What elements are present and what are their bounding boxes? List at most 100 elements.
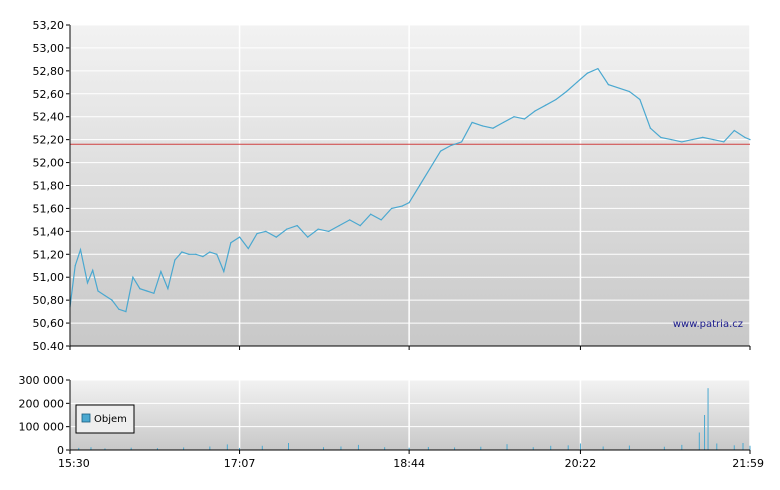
price-point	[92, 269, 94, 271]
price-point	[733, 129, 735, 132]
price-point	[555, 98, 557, 101]
volume-legend: Objem	[75, 404, 135, 434]
price-point	[317, 228, 319, 230]
price-point	[167, 288, 169, 290]
price-point	[132, 276, 134, 278]
volume-ytick-label: 200 000	[19, 397, 65, 410]
price-point	[230, 242, 232, 244]
price-ytick-label: 50,60	[33, 317, 65, 330]
price-point	[118, 308, 120, 310]
price-point	[265, 230, 267, 232]
price-point	[79, 249, 82, 251]
price-point	[513, 116, 515, 118]
price-point	[534, 110, 536, 112]
price-point	[565, 90, 568, 93]
price-point	[628, 90, 630, 93]
price-point	[460, 141, 463, 143]
price-point	[544, 104, 547, 106]
price-point	[202, 255, 204, 258]
price-point	[195, 253, 197, 255]
price-ytick-label: 52,40	[33, 111, 65, 124]
price-point	[712, 139, 714, 141]
price-ytick-label: 50.40	[33, 340, 65, 353]
price-point	[749, 139, 751, 141]
volume-plot-area	[70, 380, 750, 450]
price-point	[419, 184, 421, 187]
price-point	[349, 219, 351, 221]
price-point	[275, 236, 277, 238]
price-point	[576, 81, 578, 83]
price-point	[359, 225, 361, 227]
price-ytick-label: 51,20	[33, 248, 65, 261]
price-point	[370, 213, 372, 215]
price-point	[691, 139, 693, 141]
volume-ytick-label: 300 000	[19, 374, 65, 387]
price-point	[209, 251, 211, 253]
volume-xtick-label: 21:59	[732, 457, 764, 470]
price-point	[471, 121, 473, 124]
price-point	[618, 87, 620, 89]
price-point	[223, 270, 225, 273]
price-ytick-label: 51,60	[33, 202, 65, 215]
volume-xtick-label: 17:07	[224, 457, 256, 470]
price-point	[216, 253, 218, 255]
price-point	[681, 141, 683, 143]
price-point	[744, 136, 746, 138]
price-point	[429, 167, 431, 169]
price-point	[86, 282, 89, 284]
price-point	[328, 230, 330, 232]
price-point	[597, 67, 599, 70]
price-point	[401, 205, 403, 207]
price-point	[586, 72, 589, 74]
price-point	[380, 219, 382, 221]
price-ytick-label: 51,00	[33, 271, 65, 284]
price-point	[174, 259, 176, 261]
price-point	[649, 127, 651, 129]
price-point	[160, 270, 162, 273]
price-point	[153, 292, 155, 294]
price-point	[391, 207, 393, 210]
watermark: www.patria.cz	[673, 319, 743, 330]
price-point	[146, 290, 148, 292]
legend-swatch	[81, 413, 91, 423]
price-point	[104, 294, 106, 297]
price-point	[723, 141, 725, 143]
price-point	[97, 290, 99, 292]
price-point	[111, 299, 113, 301]
volume-xtick-label: 20:22	[565, 457, 597, 470]
price-point	[74, 265, 76, 267]
volume-xtick-label: 18:44	[393, 457, 425, 470]
price-point	[408, 202, 410, 204]
price-point	[125, 311, 127, 313]
volume-panel: 0 100 000 200 000 300 000 15:30 17:07 18:44 20:…	[19, 374, 765, 470]
price-ytick-label: 52,80	[33, 65, 65, 78]
price-point	[307, 236, 309, 238]
legend-label: Objem	[94, 414, 127, 425]
price-point	[607, 84, 610, 86]
price-point	[439, 150, 442, 152]
price-point	[702, 136, 704, 138]
price-point	[481, 125, 484, 127]
price-point	[188, 253, 190, 255]
price-ytick-label: 52,20	[33, 134, 65, 147]
price-ytick-label: 52,00	[33, 157, 65, 170]
volume-xtick-label: 15:30	[58, 457, 90, 470]
volume-ytick-label: 100 000	[19, 421, 65, 434]
price-ytick-label: 53,00	[33, 42, 65, 55]
price-point	[450, 144, 452, 146]
price-point	[660, 136, 662, 138]
price-ytick-label: 50,80	[33, 294, 65, 307]
price-series-line	[69, 67, 751, 313]
price-point	[502, 121, 505, 124]
price-point	[286, 228, 288, 230]
price-point	[139, 288, 141, 290]
price-point	[256, 233, 258, 235]
price-ytick-label: 51,80	[33, 180, 65, 193]
price-ytick-label: 51,40	[33, 225, 65, 238]
price-ytick-label: 52,60	[33, 88, 65, 101]
price-point	[492, 127, 494, 129]
price-panel: 50.40 50,60 50,80 51,00 51,20 51,40 51,60 51,80…	[33, 19, 751, 353]
price-point	[247, 247, 249, 250]
price-point	[639, 98, 641, 101]
